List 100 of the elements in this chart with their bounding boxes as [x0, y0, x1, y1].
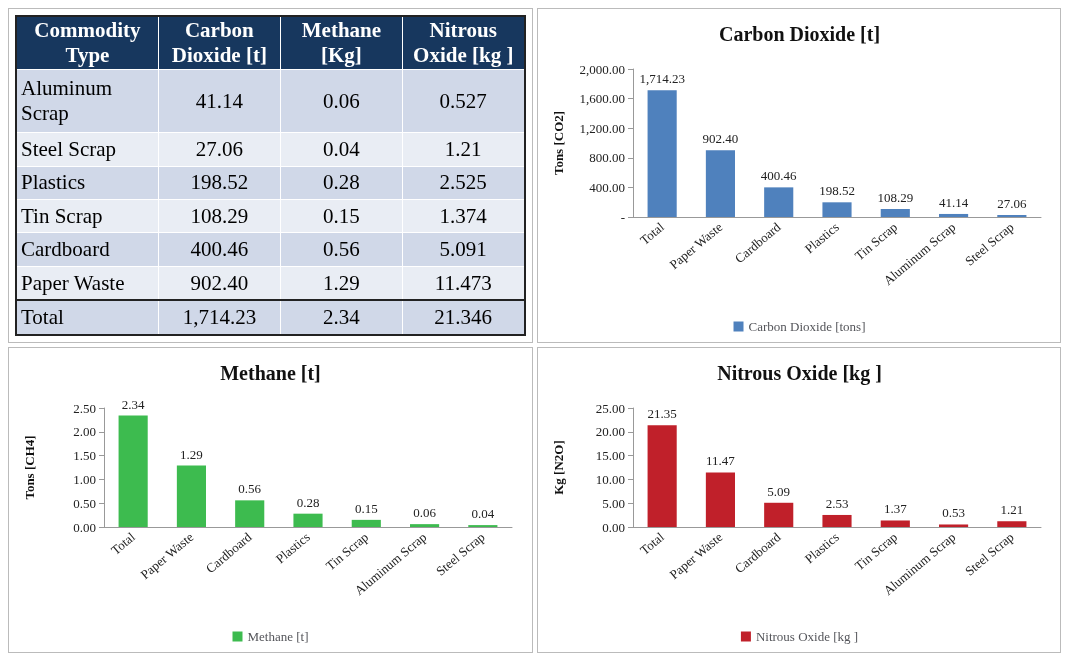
- y-tick-label: 800.00: [588, 150, 625, 166]
- category-label: Carbon Dioxide [t]: [158, 16, 281, 70]
- text: 1.21: [444, 136, 482, 161]
- bar: [647, 425, 677, 527]
- text: 108.29: [190, 203, 249, 228]
- text: 41.14: [195, 88, 244, 113]
- data-label: 108.29: [876, 189, 913, 205]
- x-tick-label: Total: [636, 529, 667, 558]
- data-label: 0.28: [296, 494, 320, 510]
- text: 2.525: [439, 170, 487, 195]
- text: 0.28: [323, 170, 360, 195]
- data-label: 5.09: [766, 483, 790, 499]
- x-tick-label: Tin Scrap: [851, 529, 900, 574]
- category-label: Steel Scrap: [21, 136, 117, 161]
- y-tick-label: 0.00: [601, 519, 625, 535]
- text: 400.46: [190, 237, 249, 262]
- text: 1.374: [439, 203, 487, 228]
- bar: [938, 524, 968, 527]
- text: 0.04: [323, 136, 360, 161]
- y-tick-label: 2,000.00: [579, 61, 625, 77]
- bar: [763, 502, 793, 527]
- data-label: 400.46: [760, 168, 797, 184]
- data-label: 27.06: [996, 196, 1027, 211]
- y-axis-title: Kg [N2O]: [550, 440, 566, 495]
- bar: [176, 465, 206, 527]
- data-label: 1,714.23: [638, 71, 685, 87]
- data-label: 2.34: [121, 396, 146, 412]
- y-tick-label: 0.00: [73, 519, 96, 535]
- legend-label: Carbon Dioxide [tons]: [748, 319, 865, 334]
- x-tick-label: Tin Scrap: [851, 219, 900, 264]
- data-label: 2.53: [825, 495, 848, 511]
- text: 1,714.23: [182, 305, 257, 330]
- legend-label: Nitrous Oxide [kg ]: [755, 629, 858, 644]
- category-label: Tin Scrap: [21, 203, 103, 228]
- y-tick-label: 15.00: [595, 448, 625, 464]
- y-tick-label: 1.00: [73, 471, 96, 487]
- bar: [647, 90, 677, 217]
- category-label: Total: [21, 305, 64, 330]
- y-tick-label: 20.00: [595, 424, 625, 440]
- bar: [821, 514, 852, 527]
- y-tick-label: 5.00: [601, 495, 625, 511]
- y-tick-label: 2.50: [73, 400, 96, 416]
- category-label: Nitrous Oxide [kg ]: [402, 16, 525, 70]
- y-tick-label: 1,600.00: [579, 91, 625, 107]
- bar: [705, 472, 735, 527]
- y-tick-label: 0.50: [73, 495, 96, 511]
- data-label: 1.37: [883, 501, 907, 517]
- text: 11.473: [434, 270, 492, 295]
- chart-title: Methane [t]: [220, 362, 321, 384]
- bar: [938, 213, 968, 217]
- data-label: 1.21: [999, 502, 1023, 518]
- y-tick-label: 1,200.00: [579, 120, 625, 136]
- y-axis-title: Tons [CO2]: [550, 110, 566, 176]
- x-tick-label: Total: [108, 529, 139, 558]
- y-tick-label: 2.00: [73, 424, 96, 440]
- y-tick-label: 400.00: [588, 179, 625, 195]
- data-label: 0.15: [354, 500, 378, 516]
- y-tick-label: -: [620, 209, 625, 225]
- y-tick-label: 10.00: [595, 471, 625, 487]
- text: 902.40: [190, 270, 249, 295]
- y-tick-label: 25.00: [595, 400, 625, 416]
- x-tick-label: Total: [636, 219, 667, 248]
- data-label: 0.56: [238, 481, 262, 497]
- x-tick-label: Tin Scrap: [322, 529, 372, 574]
- text: 27.06: [195, 136, 244, 161]
- text: 2.34: [323, 305, 360, 330]
- data-label: 11.47: [705, 453, 735, 469]
- chart-title: Nitrous Oxide [kg ]: [716, 362, 882, 385]
- bar: [880, 208, 910, 217]
- data-label: 0.53: [941, 505, 965, 521]
- category-label: Methane [Kg]: [280, 16, 403, 70]
- bar: [351, 519, 381, 527]
- text: 0.06: [323, 88, 360, 113]
- bar: [996, 521, 1026, 527]
- y-tick-label: 1.50: [73, 448, 96, 464]
- bar: [821, 202, 852, 217]
- data-label: 41.14: [938, 194, 969, 210]
- data-label: 902.40: [702, 131, 738, 147]
- category-label: Aluminum Scrap: [21, 76, 113, 126]
- text: 198.52: [190, 170, 249, 195]
- bar: [235, 500, 265, 527]
- text: 0.527: [439, 88, 487, 113]
- chart-title: Carbon Dioxide [t]: [718, 23, 880, 45]
- text: 21.346: [434, 305, 493, 330]
- bar: [763, 187, 793, 217]
- legend-label: Methane [t]: [247, 629, 309, 644]
- bar: [880, 520, 910, 527]
- bar: [705, 150, 735, 217]
- category-label: Plastics: [21, 170, 86, 195]
- bar: [410, 524, 440, 527]
- text: 0.15: [323, 203, 360, 228]
- category-label: Commodity Type: [16, 16, 159, 70]
- data-label: 21.35: [647, 406, 677, 422]
- text: 5.091: [439, 237, 487, 262]
- data-label: 1.29: [180, 446, 203, 462]
- category-label: Paper Waste: [21, 270, 125, 295]
- data-label: 0.06: [413, 505, 437, 521]
- text: 1.29: [323, 270, 360, 295]
- data-label: 198.52: [818, 183, 855, 199]
- bar: [293, 513, 323, 527]
